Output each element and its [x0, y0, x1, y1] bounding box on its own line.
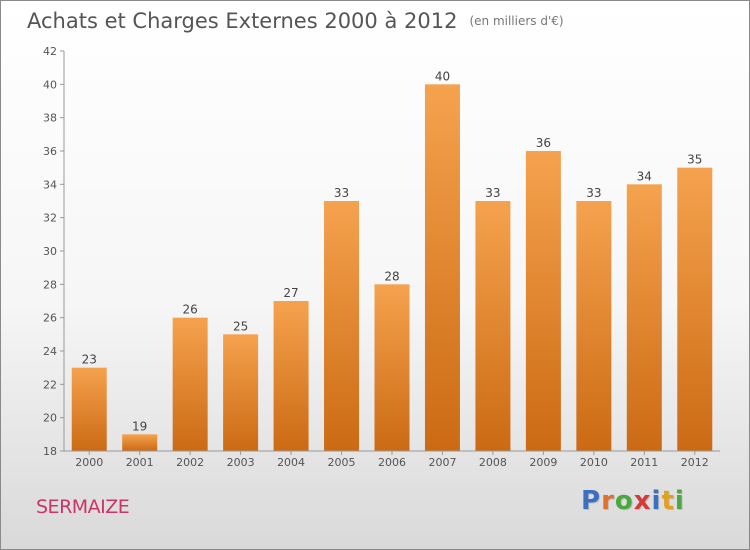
bar-value-label: 33 — [334, 186, 349, 200]
logo-letter: x — [633, 486, 652, 516]
x-tick-label: 2006 — [378, 456, 406, 469]
proxiti-logo: Proxiti — [581, 486, 685, 516]
y-tick-label: 28 — [43, 278, 57, 291]
y-tick-label: 32 — [43, 212, 57, 225]
x-tick-label: 2002 — [176, 456, 204, 469]
bar-group-2009: 36 — [525, 136, 561, 451]
bar-group-2003: 25 — [223, 319, 259, 451]
bar-value-label: 33 — [485, 186, 500, 200]
y-tick-label: 38 — [43, 112, 57, 125]
bar-2011 — [626, 184, 662, 452]
x-tick-label: 2000 — [75, 456, 103, 469]
bar-group-2008: 33 — [475, 186, 511, 451]
bar-2002 — [172, 317, 208, 451]
bar-value-label: 26 — [183, 303, 198, 317]
bar-group-2002: 26 — [172, 303, 208, 451]
bar-value-label: 19 — [132, 419, 147, 433]
commune-name: SERMAIZE — [36, 496, 130, 518]
chart-unit: (en milliers d'€) — [469, 14, 564, 28]
logo-letter: i — [674, 486, 685, 516]
y-tick-label: 42 — [43, 45, 57, 58]
y-tick-label: 34 — [43, 178, 57, 191]
bar-value-label: 27 — [283, 286, 298, 300]
bar-2008 — [475, 201, 511, 451]
y-axis: 18 20 22 24 26 28 30 32 34 36 38 40 42 — [43, 45, 65, 458]
x-tick-label: 2009 — [529, 456, 557, 469]
x-tick-label: 2012 — [681, 456, 709, 469]
bar-group-2004: 27 — [273, 286, 309, 451]
bar-value-label: 36 — [536, 136, 551, 150]
bar-group-2001: 19 — [122, 419, 158, 451]
bar-group-2012: 35 — [677, 153, 713, 451]
x-tick-label: 2004 — [277, 456, 305, 469]
bar-group-2006: 28 — [374, 269, 410, 451]
bar-group-2010: 33 — [576, 186, 612, 451]
bar-value-label: 40 — [435, 69, 450, 83]
logo-letter: o — [614, 486, 634, 516]
x-tick-label: 2003 — [227, 456, 255, 469]
bar-group-2007: 40 — [424, 69, 460, 451]
logo-letter: P — [581, 486, 602, 516]
chart-title-text: Achats et Charges Externes 2000 à 2012 — [27, 9, 458, 33]
bar-group-2000: 23 — [71, 353, 107, 451]
bar-value-label: 34 — [637, 169, 652, 183]
bar-value-label: 23 — [82, 353, 97, 367]
bar-value-label: 33 — [586, 186, 601, 200]
logo-letter: r — [601, 486, 615, 516]
y-tick-label: 40 — [43, 78, 57, 91]
bar-2007 — [424, 84, 460, 451]
logo-letter: t — [661, 486, 675, 516]
y-tick-label: 20 — [43, 412, 57, 425]
x-tick-label: 2007 — [428, 456, 456, 469]
bar-value-label: 25 — [233, 319, 248, 333]
y-tick-label: 18 — [43, 445, 57, 458]
bar-2004 — [273, 301, 309, 451]
x-axis: 2000 2001 2002 2003 2004 2005 2006 2007 2008 2009… — [64, 450, 720, 469]
bar-2000 — [71, 367, 107, 451]
bar-2003 — [223, 334, 259, 451]
y-tick-label: 22 — [43, 378, 57, 391]
x-tick-label: 2010 — [580, 456, 608, 469]
bar-2010 — [576, 201, 612, 451]
bar-2009 — [525, 151, 561, 451]
y-tick-label: 30 — [43, 245, 57, 258]
logo-letter: i — [651, 486, 662, 516]
x-tick-label: 2005 — [328, 456, 356, 469]
x-tick-label: 2001 — [126, 456, 154, 469]
bar-2006 — [374, 284, 410, 451]
y-tick-label: 24 — [43, 345, 57, 358]
bar-value-label: 35 — [687, 153, 702, 167]
bar-2012 — [677, 167, 713, 451]
bar-value-label: 28 — [384, 269, 399, 283]
bars: 23 19 26 25 27 33 28 40 33 36 33 34 35 — [71, 69, 713, 452]
bar-group-2011: 34 — [626, 169, 662, 452]
y-tick-label: 26 — [43, 312, 57, 325]
bar-group-2005: 33 — [324, 186, 360, 451]
chart-title: Achats et Charges Externes 2000 à 2012 (e… — [27, 9, 564, 33]
x-tick-label: 2011 — [630, 456, 658, 469]
bar-2001 — [122, 434, 158, 451]
y-tick-label: 36 — [43, 145, 57, 158]
bar-2005 — [324, 201, 360, 451]
x-tick-label: 2008 — [479, 456, 507, 469]
